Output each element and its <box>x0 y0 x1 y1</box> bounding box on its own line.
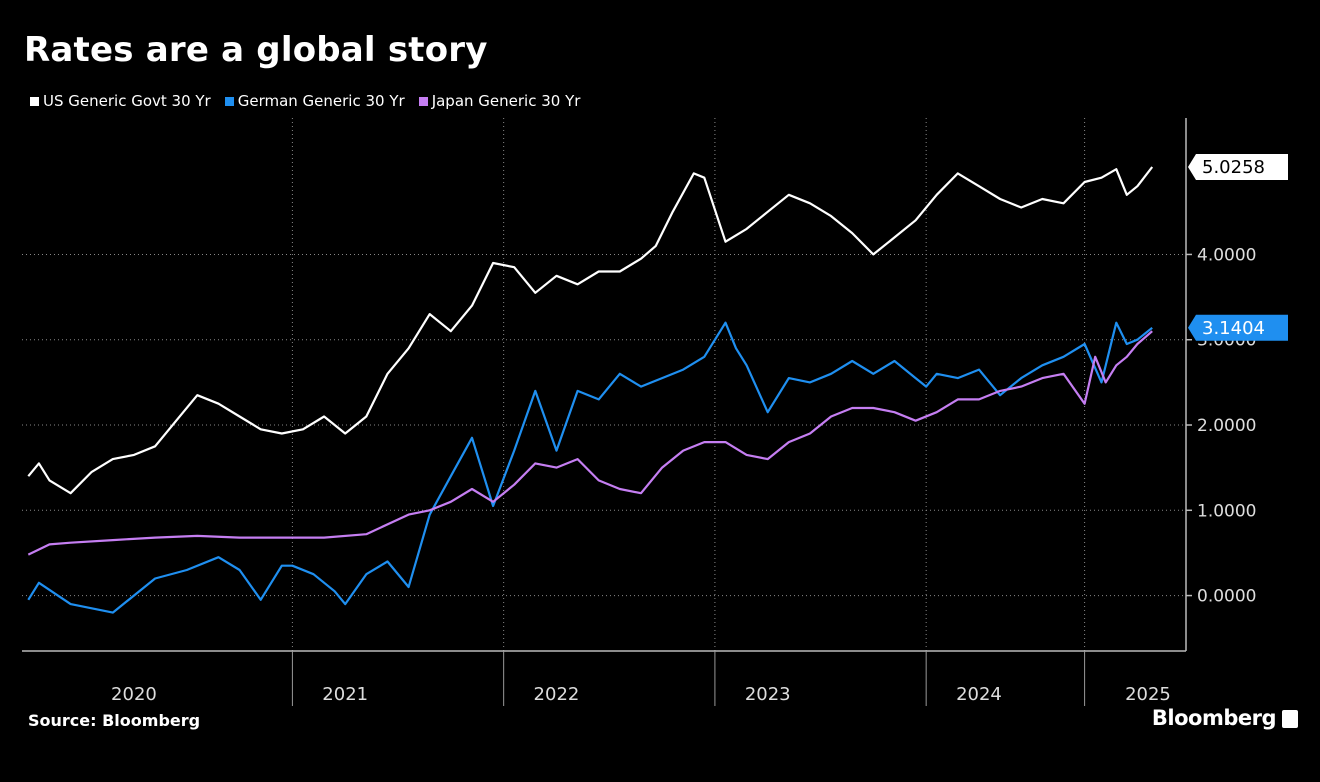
x-tick-label: 2022 <box>534 684 580 705</box>
legend-swatch-us <box>30 96 39 106</box>
chart-legend: US Generic Govt 30 Yr German Generic 30 … <box>30 92 580 110</box>
brand-logo-text: Bloomberg <box>1151 706 1277 730</box>
y-tick-label: 4.0000 <box>1197 245 1256 265</box>
legend-swatch-germany <box>224 96 234 106</box>
y-tick-label: 0.0000 <box>1197 587 1256 607</box>
terminal-icon <box>1282 710 1298 728</box>
legend-label-germany: German Generic 30 Yr <box>237 92 405 110</box>
x-tick-label: 2024 <box>956 684 1002 705</box>
series-line <box>27 321 1153 614</box>
x-tick-label: 2025 <box>1125 684 1171 705</box>
last-value-tag <box>1188 153 1288 180</box>
legend-item-germany: German Generic 30 Yr <box>224 92 405 110</box>
series-line <box>27 166 1154 495</box>
series-line <box>27 330 1153 556</box>
x-tick-label: 2020 <box>111 684 157 705</box>
chart-title: Rates are a global story <box>24 30 488 70</box>
legend-item-us: US Generic Govt 30 Yr <box>30 92 211 110</box>
legend-swatch-japan <box>418 96 428 106</box>
last-value-tag <box>1188 314 1288 341</box>
source-note: Source: Bloomberg <box>28 711 201 730</box>
legend-label-japan: Japan Generic 30 Yr <box>431 92 581 110</box>
y-tick-label: 2.0000 <box>1197 416 1256 436</box>
last-value-label: 5.0258 <box>1202 157 1265 178</box>
x-tick-label: 2021 <box>322 684 368 705</box>
x-tick-label: 2023 <box>745 684 791 705</box>
legend-label-us: US Generic Govt 30 Yr <box>43 92 211 110</box>
legend-item-japan: Japan Generic 30 Yr <box>418 92 581 110</box>
last-value-label: 3.1404 <box>1202 318 1265 339</box>
y-tick-label: 1.0000 <box>1197 501 1256 521</box>
